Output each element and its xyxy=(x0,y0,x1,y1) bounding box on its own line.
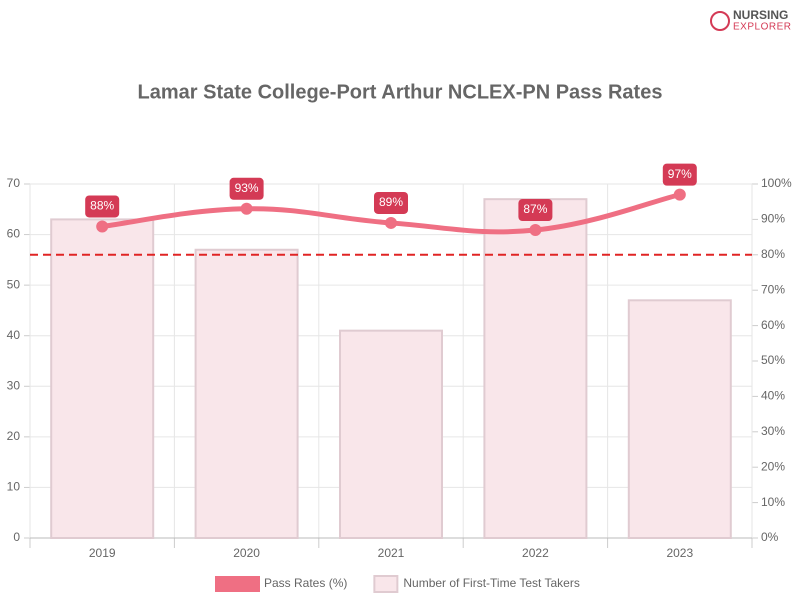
logo-text: NURSING xyxy=(733,8,788,22)
x-tick-label: 2022 xyxy=(522,546,549,560)
y-tick-label: 50 xyxy=(7,277,21,291)
y2-tick-label: 100% xyxy=(761,176,792,190)
x-tick-label: 2023 xyxy=(666,546,693,560)
y2-tick-label: 0% xyxy=(761,530,779,544)
legend-label: Number of First-Time Test Takers xyxy=(403,576,579,590)
bar xyxy=(627,299,732,540)
y2-tick-label: 40% xyxy=(761,389,785,403)
x-tick-label: 2020 xyxy=(233,546,260,560)
point xyxy=(385,216,397,229)
bar xyxy=(50,218,155,539)
data-label-bg xyxy=(662,163,697,186)
logo: NURSING EXPLORER xyxy=(710,8,791,33)
y2-tick-label: 60% xyxy=(761,318,785,332)
point xyxy=(240,202,253,215)
logo-text: EXPLORER xyxy=(733,22,791,33)
y-tick-label: 60 xyxy=(7,227,21,241)
data-label: 93% xyxy=(235,181,259,195)
x-tick-label: 2019 xyxy=(89,546,116,560)
legend-label: Pass Rates (%) xyxy=(264,576,347,590)
y-tick-label: 10 xyxy=(7,480,21,494)
y-tick-label: 40 xyxy=(7,328,21,342)
y2-tick-label: 90% xyxy=(761,212,785,226)
legend-swatch xyxy=(373,575,399,593)
y2-tick-label: 70% xyxy=(761,282,785,296)
data-label: 87% xyxy=(523,202,547,216)
data-label-bg xyxy=(518,199,553,222)
data-label: 97% xyxy=(668,167,692,181)
bar xyxy=(483,198,588,540)
data-label-bg xyxy=(229,177,264,200)
bar xyxy=(194,248,299,539)
y-tick-label: 0 xyxy=(13,530,20,544)
y-tick-label: 20 xyxy=(7,429,21,443)
chart-title: Lamar State College-Port Arthur NCLEX-PN… xyxy=(138,81,663,103)
point xyxy=(673,188,686,201)
point xyxy=(529,224,542,237)
y2-tick-label: 10% xyxy=(761,495,785,509)
data-label-bg xyxy=(85,195,120,218)
legend-swatch xyxy=(215,576,260,592)
y2-tick-label: 50% xyxy=(761,353,785,367)
logo-icon xyxy=(710,11,730,31)
y2-tick-label: 20% xyxy=(761,459,785,473)
y2-tick-label: 80% xyxy=(761,247,785,261)
data-label-bg xyxy=(374,191,408,214)
y-tick-label: 70 xyxy=(7,176,21,190)
y2-tick-label: 30% xyxy=(761,424,785,438)
data-label: 89% xyxy=(379,195,403,209)
bar xyxy=(339,329,443,539)
data-label: 88% xyxy=(90,199,114,213)
y-tick-label: 30 xyxy=(7,378,21,392)
x-tick-label: 2021 xyxy=(378,546,405,560)
point xyxy=(96,220,109,233)
